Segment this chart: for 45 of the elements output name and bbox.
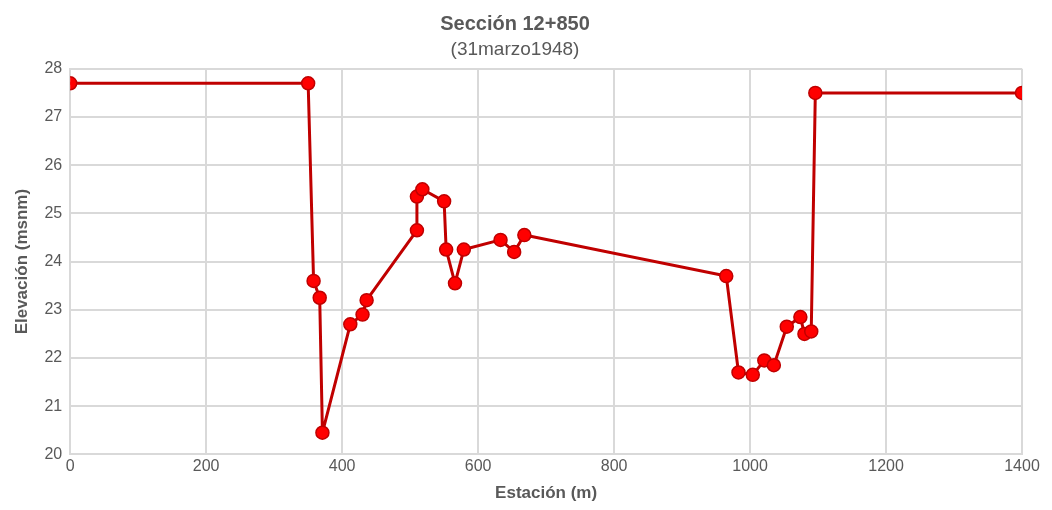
point — [343, 317, 358, 332]
x-tick-label: 1200 — [868, 457, 904, 475]
point — [436, 194, 452, 209]
y-axis-title: Elevación (msnm) — [11, 188, 31, 335]
point — [359, 292, 374, 308]
point — [793, 309, 808, 325]
point — [803, 324, 819, 339]
x-tick-label: 200 — [192, 457, 220, 475]
point — [306, 273, 321, 289]
x-tick-label: 800 — [600, 457, 628, 475]
point — [766, 357, 782, 373]
point — [409, 223, 425, 238]
point — [493, 232, 508, 248]
x-tick-label: 600 — [464, 457, 492, 475]
point — [315, 425, 330, 440]
point — [447, 276, 463, 291]
chart-subtitle: (31marzo1948) — [450, 37, 580, 59]
point — [415, 182, 430, 197]
point — [438, 242, 454, 257]
y-tick-label: 27 — [44, 107, 63, 125]
y-tick-label: 28 — [44, 59, 63, 77]
point — [355, 307, 370, 322]
x-tick-label: 1000 — [732, 457, 768, 475]
point — [745, 367, 761, 383]
y-tick-label: 22 — [44, 348, 63, 366]
y-tick-label: 20 — [44, 444, 63, 462]
point — [779, 319, 795, 334]
point — [517, 227, 532, 243]
point — [506, 244, 522, 260]
chart-title: Sección 12+850 — [440, 11, 590, 34]
y-tick-label: 23 — [44, 300, 63, 318]
y-tick-label: 26 — [44, 155, 63, 173]
y-tick-label: 25 — [44, 203, 63, 221]
x-tick-label: 0 — [65, 457, 75, 475]
point — [300, 76, 316, 91]
point — [312, 290, 327, 305]
point — [719, 268, 734, 284]
x-tick-label: 1400 — [1004, 457, 1040, 475]
point — [456, 242, 472, 257]
y-tick-label: 21 — [44, 396, 63, 414]
x-axis-title: Estación (m) — [495, 483, 598, 503]
point — [731, 365, 746, 380]
x-tick-label: 400 — [328, 457, 356, 475]
point — [808, 85, 823, 101]
y-tick-label: 24 — [44, 252, 63, 270]
